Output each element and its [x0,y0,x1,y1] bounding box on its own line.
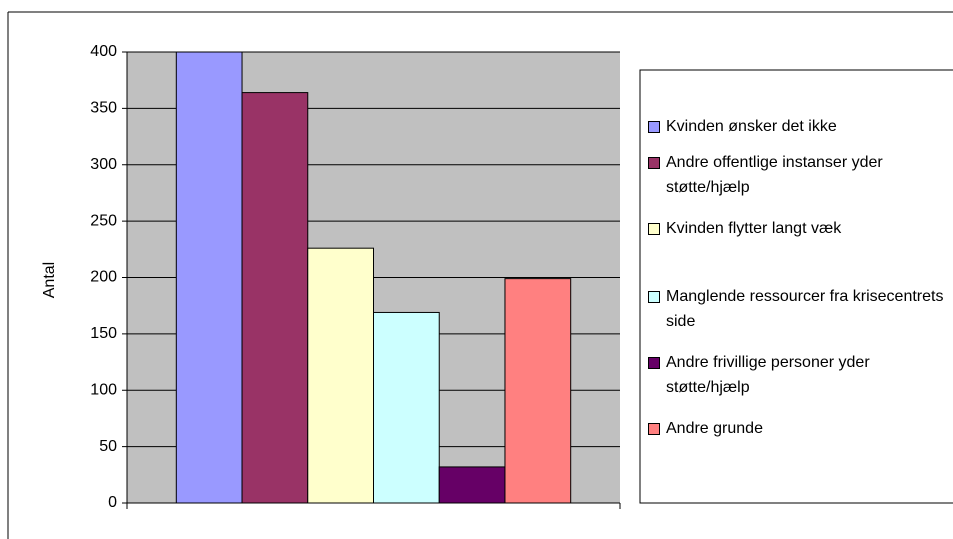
y-tick-label: 50 [99,438,117,455]
legend-label: Kvinden flytter langt væk [666,220,842,237]
legend-label: Andre frivillige personer yder støtte/hj… [666,354,870,396]
y-tick-label: 100 [90,381,117,398]
y-tick-label: 150 [90,325,117,342]
legend-label: Andre offentlige instanser yder støtte/h… [666,154,883,196]
legend-swatch [648,157,660,169]
y-tick-label: 0 [108,494,117,511]
legend-label: Andre grunde [666,420,763,437]
legend-entry: Andre frivillige personer yder støtte/hj… [648,350,948,400]
legend-entry: Andre offentlige instanser yder støtte/h… [648,150,948,200]
bar [175,51,243,504]
legend-label: Manglende ressourcer fra krisecentrets s… [666,288,944,330]
legend-box [639,69,953,504]
y-axis-label: Antal [41,262,58,298]
bar [241,92,309,504]
y-tick-label: 400 [90,43,117,60]
y-tick-label: 350 [90,100,117,117]
legend-entry: Kvinden ønsker det ikke [648,114,948,139]
legend-entry: Kvinden flytter langt væk [648,216,948,241]
y-tick-label: 300 [90,156,117,173]
legend-swatch [648,357,660,369]
legend-swatch [648,121,660,133]
legend-label: Kvinden ønsker det ikke [666,118,837,135]
legend-entry: Andre grunde [648,416,948,441]
bar [373,311,440,504]
y-tick-label: 250 [90,212,117,229]
bar [504,278,572,504]
bar [307,247,374,504]
legend-swatch [648,423,660,435]
bar [438,466,506,504]
legend-swatch [648,291,660,303]
legend-swatch [648,223,660,235]
legend-entry: Manglende ressourcer fra krisecentrets s… [648,284,948,334]
y-tick-label: 200 [90,269,117,286]
